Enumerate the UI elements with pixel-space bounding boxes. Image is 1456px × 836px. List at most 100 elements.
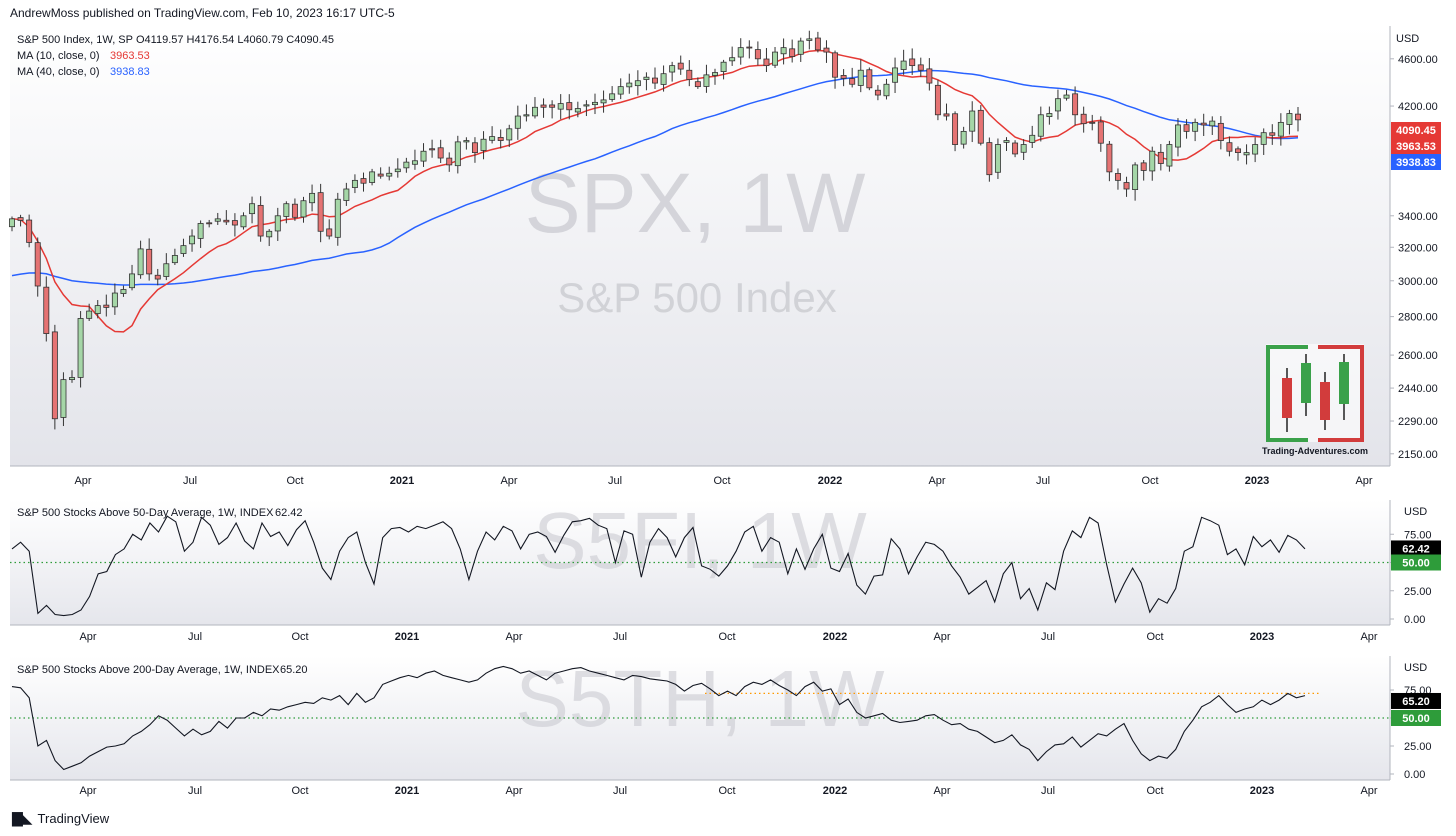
candle-body (643, 76, 650, 80)
candle-body (737, 47, 744, 58)
y-tick-label: 25.00 (1404, 741, 1432, 753)
candle-body (712, 72, 718, 76)
price-tag-ma10: 3963.53 (1396, 141, 1436, 153)
candle-body (223, 219, 230, 223)
price-tag-ma40-box (1391, 154, 1441, 170)
candle-body (1037, 114, 1044, 137)
main-pane[interactable]: SPX, 1W S&P 500 Index S&P 500 Index, 1W,… (9, 26, 1390, 466)
candle-body (557, 103, 564, 110)
candle-body (77, 318, 84, 378)
x-tick-label: Apr (79, 631, 96, 643)
s5th-line (11, 665, 1306, 771)
s5fi-axis-currency: USD (1404, 506, 1427, 518)
candle-body (660, 73, 667, 85)
candle-body (180, 245, 187, 254)
s5fi-tags: 62.42 50.00 (1391, 540, 1441, 571)
candle-body (1149, 150, 1156, 172)
value-tag-box (1391, 540, 1441, 557)
candle-body (746, 46, 753, 49)
candle-body (454, 141, 461, 167)
candle-body (1106, 143, 1113, 173)
x-tick-label: Apr (74, 475, 91, 487)
candle-body (1286, 113, 1293, 125)
y-tick-label: 2440.00 (1398, 383, 1438, 395)
candle-body (291, 203, 298, 218)
tradingview-logo-icon[interactable]: ▇◣ (12, 810, 33, 826)
candle-body (1260, 132, 1267, 145)
candle-body (857, 69, 864, 86)
candle-body (60, 379, 67, 418)
y-tick-label: 0.00 (1404, 614, 1425, 626)
candle-body (326, 228, 333, 237)
candle-body (1140, 162, 1147, 171)
ref-tag: 50.00 (1402, 713, 1430, 725)
x-tick-label: 2022 (823, 785, 847, 797)
ma40-legend-label: MA (40, close, 0) (17, 66, 100, 78)
candle-body (1089, 121, 1096, 124)
candle-body (240, 215, 247, 228)
candle-body (1097, 121, 1104, 144)
candle-body (900, 60, 907, 70)
candle-body (574, 108, 581, 113)
ma10-legend-label: MA (10, close, 0) (17, 50, 100, 62)
candle-body (360, 178, 367, 184)
s5fi-price-axis[interactable]: USD 0.00 25.00 50.00 75.00 62.42 50.00 (1389, 500, 1441, 626)
x-tick-label: 2022 (818, 475, 842, 487)
x-tick-label: Apr (1360, 785, 1377, 797)
s5fi-pane[interactable]: S5FI, 1W S&P 500 Stocks Above 50-Day Ave… (10, 496, 1390, 625)
main-price-axis[interactable]: USD 2150.00 2290.00 2440.00 2600.00 2800.00 3… (1389, 26, 1441, 466)
x-tick-label: Oct (718, 631, 735, 643)
candle-body (626, 82, 633, 88)
candle-body (797, 40, 804, 55)
candle-body (849, 78, 856, 85)
candle-body (266, 230, 273, 238)
candle-body (1209, 120, 1216, 127)
candle-body (514, 115, 521, 129)
candle-body (111, 292, 118, 308)
y-tick-label: 2600.00 (1398, 350, 1438, 362)
candle-body (189, 235, 196, 245)
candle-body (1295, 113, 1301, 121)
trading-adventures-logo: Trading-Adventures.com (1262, 344, 1368, 456)
candle-body (583, 104, 590, 107)
candle-body (600, 99, 607, 104)
candle-body (652, 77, 658, 84)
x-tick-label: Oct (286, 475, 303, 487)
candle-body (763, 58, 770, 67)
candle-body (789, 48, 796, 57)
candle-body (1217, 122, 1224, 141)
candle-body (17, 217, 24, 221)
x-tick-label: Jul (613, 785, 627, 797)
candle-body (866, 69, 873, 89)
candle-body (86, 310, 93, 319)
y-tick-label: 4600.00 (1398, 54, 1438, 66)
footer-brand[interactable]: TradingView (37, 811, 110, 826)
x-tick-label: Apr (1360, 631, 1377, 643)
candle-body (934, 84, 941, 116)
y-tick-label: 4200.00 (1398, 101, 1438, 113)
price-tag-close: 4090.45 (1396, 125, 1436, 137)
s5th-pane[interactable]: S5TH, 1W S&P 500 Stocks Above 200-Day Av… (10, 654, 1390, 780)
x-tick-label: 2021 (395, 631, 419, 643)
candle-body (540, 104, 547, 108)
candle-body (1123, 182, 1130, 190)
candle-body (729, 57, 736, 62)
x-tick-label: Jul (613, 631, 627, 643)
main-pane-background (10, 26, 1390, 466)
x-tick-label: Apr (505, 785, 522, 797)
x-tick-label: Jul (1041, 785, 1055, 797)
s5th-legend-value: 65.20 (280, 664, 308, 676)
candle-body (1192, 121, 1199, 132)
candle-body (377, 173, 384, 177)
candle-body (214, 218, 221, 222)
candle-body (9, 218, 15, 228)
s5fi-x-ticks: Apr Jul Oct 2021 Apr Jul Oct 2022 Apr Jul Oct 2023 A… (79, 631, 1377, 643)
y-tick-label: 2800.00 (1398, 312, 1438, 324)
candle-body (754, 49, 761, 60)
x-tick-label: Apr (79, 785, 96, 797)
y-tick-label: 2150.00 (1398, 449, 1438, 461)
ma40-legend-value: 3938.83 (110, 66, 150, 78)
main-watermark-symbol: SPX, 1W (525, 156, 866, 250)
candle-body (334, 198, 341, 238)
